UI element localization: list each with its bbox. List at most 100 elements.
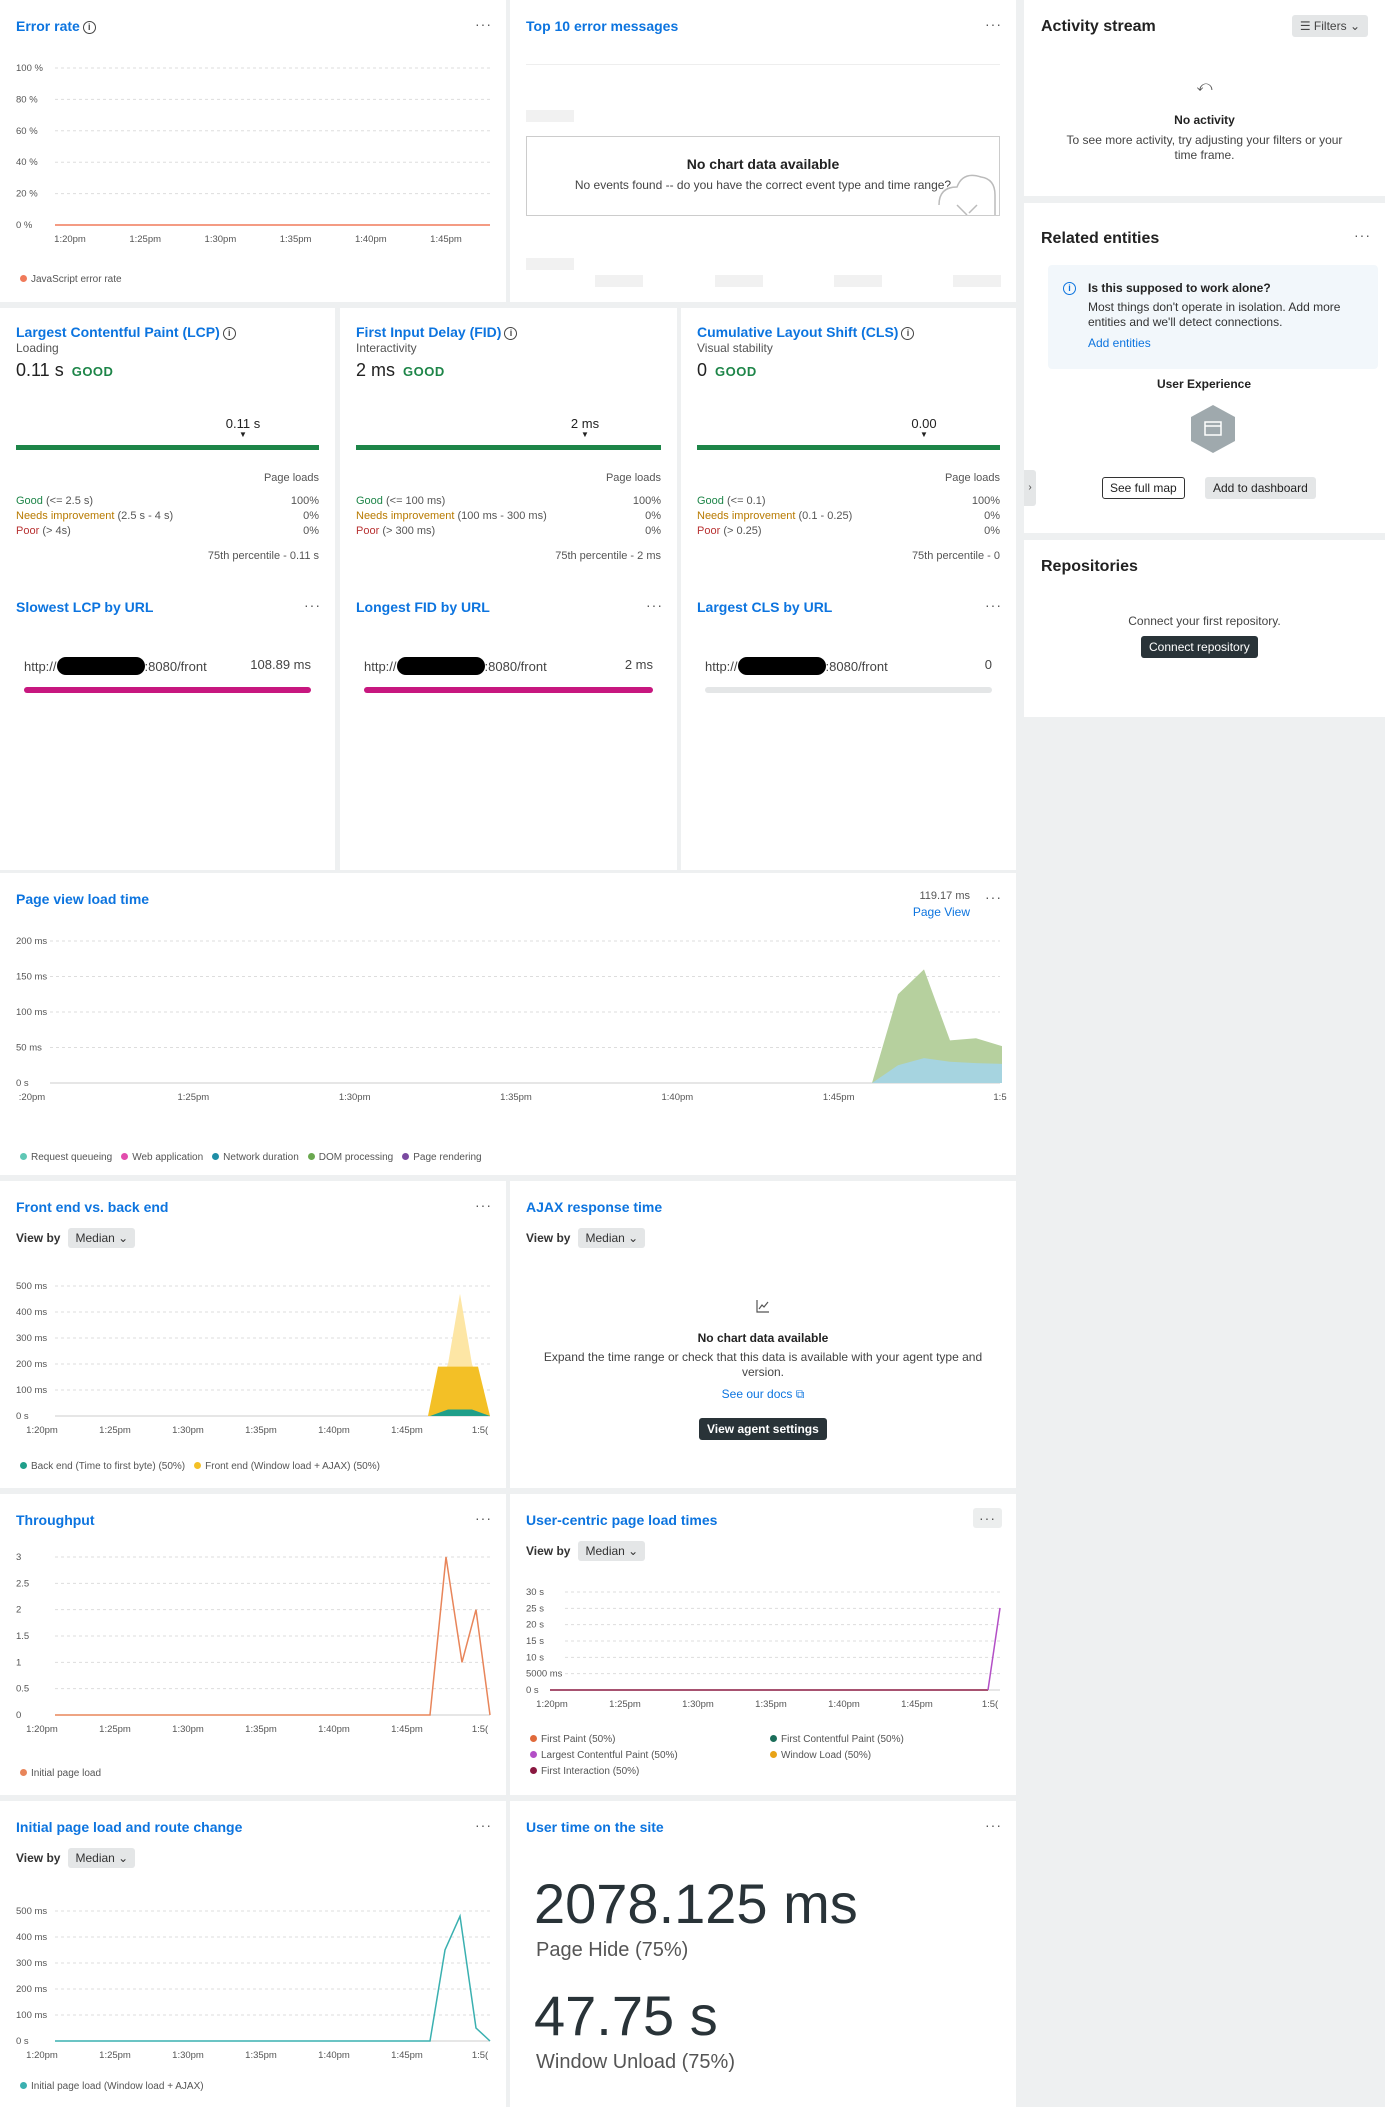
- view-by: View by Median ⌄: [526, 1228, 646, 1248]
- placeholder-skeleton: [834, 275, 882, 287]
- collapse-panel-handle[interactable]: ›: [1024, 470, 1036, 506]
- notice-title: Is this supposed to work alone?: [1088, 281, 1271, 295]
- dom-processing-area: [872, 969, 1002, 1083]
- good-row: Good (<= 2.5 s): [16, 495, 94, 507]
- more-options-icon[interactable]: ···: [646, 597, 663, 613]
- x-tick-label: 1:20pm: [26, 1724, 58, 1735]
- good-pct: 100%: [290, 495, 319, 507]
- x-tick-label: :20pm: [19, 1092, 45, 1103]
- good-row: Good (<= 100 ms): [356, 495, 446, 507]
- url-text[interactable]: http://:8080/front: [24, 657, 207, 675]
- needs-pct: 0%: [645, 510, 661, 522]
- good-row: Good (<= 0.1): [697, 495, 766, 507]
- url-value: 108.89 ms: [250, 657, 311, 672]
- front-end-area: [428, 1366, 490, 1416]
- more-options-icon[interactable]: ···: [304, 597, 321, 613]
- activity-title: Activity stream: [1041, 18, 1156, 35]
- see-docs-link[interactable]: See our docs ⧉: [721, 1387, 805, 1401]
- view-by-select[interactable]: Median ⌄: [578, 1541, 646, 1561]
- legend-item: Largest Contentful Paint (50%): [530, 1750, 678, 1761]
- more-options-icon[interactable]: ···: [475, 1817, 492, 1833]
- more-options-icon[interactable]: ···: [475, 16, 492, 32]
- vital-title[interactable]: First Input Delay (FID) i: [356, 324, 518, 340]
- y-tick-label: 100 ms: [16, 2010, 47, 2021]
- poor-row: Poor (> 4s): [16, 525, 71, 537]
- entity-hexagon-icon[interactable]: [1187, 403, 1239, 455]
- x-tick-label: 1:25pm: [129, 234, 161, 245]
- chevron-down-icon: ⌄: [1349, 19, 1360, 33]
- front-back-title[interactable]: Front end vs. back end: [16, 1199, 169, 1215]
- legend-item: Request queueing: [20, 1152, 112, 1163]
- user-centric-title[interactable]: User-centric page load times: [526, 1512, 718, 1528]
- throughput-chart: 3 2.5 2 1.5 1 0.5 0 1:20pm 1:25pm 1:30pm 1:35pm 1:4…: [16, 1552, 491, 1735]
- y-tick-label: 400 ms: [16, 1307, 47, 1318]
- more-options-icon[interactable]: ···: [985, 1817, 1002, 1833]
- more-options-icon[interactable]: ···: [985, 16, 1002, 32]
- throughput-title[interactable]: Throughput: [16, 1512, 95, 1528]
- y-tick-label: 0: [16, 1710, 21, 1721]
- add-entities-link[interactable]: Add entities: [1088, 336, 1151, 350]
- info-icon[interactable]: i: [222, 327, 236, 340]
- vital-title[interactable]: Cumulative Layout Shift (CLS) i: [697, 324, 915, 340]
- y-tick-label: 500 ms: [16, 1281, 47, 1292]
- top-errors-title[interactable]: Top 10 error messages: [526, 18, 679, 34]
- x-tick-label: 1:40pm: [355, 234, 387, 245]
- user-time-title[interactable]: User time on the site: [526, 1819, 664, 1835]
- x-tick-label: 1:20pm: [536, 1699, 568, 1710]
- poor-pct: 0%: [645, 525, 661, 537]
- placeholder-skeleton: [526, 110, 574, 122]
- poor-pct: 0%: [984, 525, 1000, 537]
- legend-item: First Contentful Paint (50%): [770, 1734, 904, 1745]
- vital-subtitle: Visual stability: [697, 341, 773, 355]
- x-tick-label: 1:25pm: [177, 1092, 209, 1103]
- view-by-select[interactable]: Median ⌄: [68, 1228, 136, 1248]
- summary-label[interactable]: Page View: [912, 905, 970, 919]
- ajax-title[interactable]: AJAX response time: [526, 1199, 663, 1215]
- info-icon[interactable]: i: [82, 21, 96, 34]
- view-by-select[interactable]: Median ⌄: [578, 1228, 646, 1248]
- add-to-dashboard-button[interactable]: Add to dashboard: [1205, 477, 1316, 499]
- y-tick-label: 5000 ms: [526, 1669, 563, 1680]
- vital-title[interactable]: Largest Contentful Paint (LCP) i: [16, 324, 236, 340]
- slowest-title[interactable]: Largest CLS by URL: [697, 599, 833, 615]
- x-tick-label: 1:5(: [982, 1699, 999, 1710]
- x-tick-label: 1:35pm: [755, 1699, 787, 1710]
- view-agent-settings-button[interactable]: View agent settings: [699, 1418, 827, 1440]
- x-tick-label: 1:30pm: [682, 1699, 714, 1710]
- route-change-title[interactable]: Initial page load and route change: [16, 1819, 243, 1835]
- connect-repository-button[interactable]: Connect repository: [1141, 636, 1258, 658]
- info-icon[interactable]: i: [901, 327, 915, 340]
- y-tick-label: 0 s: [16, 1078, 29, 1089]
- distribution-bar: [697, 445, 1000, 450]
- error-rate-title[interactable]: Error rate i: [16, 18, 96, 34]
- x-tick-label: 1:20pm: [54, 234, 86, 245]
- y-tick-label: 100 ms: [16, 1385, 47, 1396]
- placeholder-skeleton: [953, 275, 1001, 287]
- more-options-icon[interactable]: ···: [985, 597, 1002, 613]
- vital-card: Largest Contentful Paint (LCP) i Loading …: [0, 308, 335, 870]
- x-tick-label: 1:45pm: [391, 2050, 423, 2061]
- slowest-title[interactable]: Longest FID by URL: [356, 599, 490, 615]
- more-options-icon[interactable]: ···: [475, 1197, 492, 1213]
- distribution-bar: [356, 445, 661, 450]
- placeholder-skeleton: [526, 258, 574, 270]
- slowest-title[interactable]: Slowest LCP by URL: [16, 599, 154, 615]
- more-options-icon[interactable]: ···: [1354, 227, 1371, 243]
- more-options-icon[interactable]: ···: [475, 1510, 492, 1526]
- url-text[interactable]: http://:8080/front: [705, 657, 888, 675]
- filters-button[interactable]: ☰ Filters ⌄: [1291, 15, 1368, 37]
- user-time-card: User time on the site ··· 2078.125 ms Pa…: [510, 1801, 1016, 2107]
- legend-item: Back end (Time to first byte) (50%): [20, 1461, 185, 1472]
- more-options-icon[interactable]: ···: [973, 1508, 1002, 1528]
- info-icon[interactable]: i: [504, 327, 518, 340]
- page-view-title[interactable]: Page view load time: [16, 891, 150, 907]
- url-value: 0: [984, 657, 992, 672]
- legend-item: Network duration: [212, 1152, 299, 1163]
- x-tick-label: 1:30pm: [172, 1425, 204, 1436]
- more-options-icon[interactable]: ···: [985, 889, 1002, 905]
- redacted-host: [396, 657, 485, 675]
- url-text[interactable]: http://:8080/front: [364, 657, 547, 675]
- poor-pct: 0%: [303, 525, 319, 537]
- see-full-map-button[interactable]: See full map: [1102, 477, 1185, 499]
- view-by-select[interactable]: Median ⌄: [68, 1848, 136, 1868]
